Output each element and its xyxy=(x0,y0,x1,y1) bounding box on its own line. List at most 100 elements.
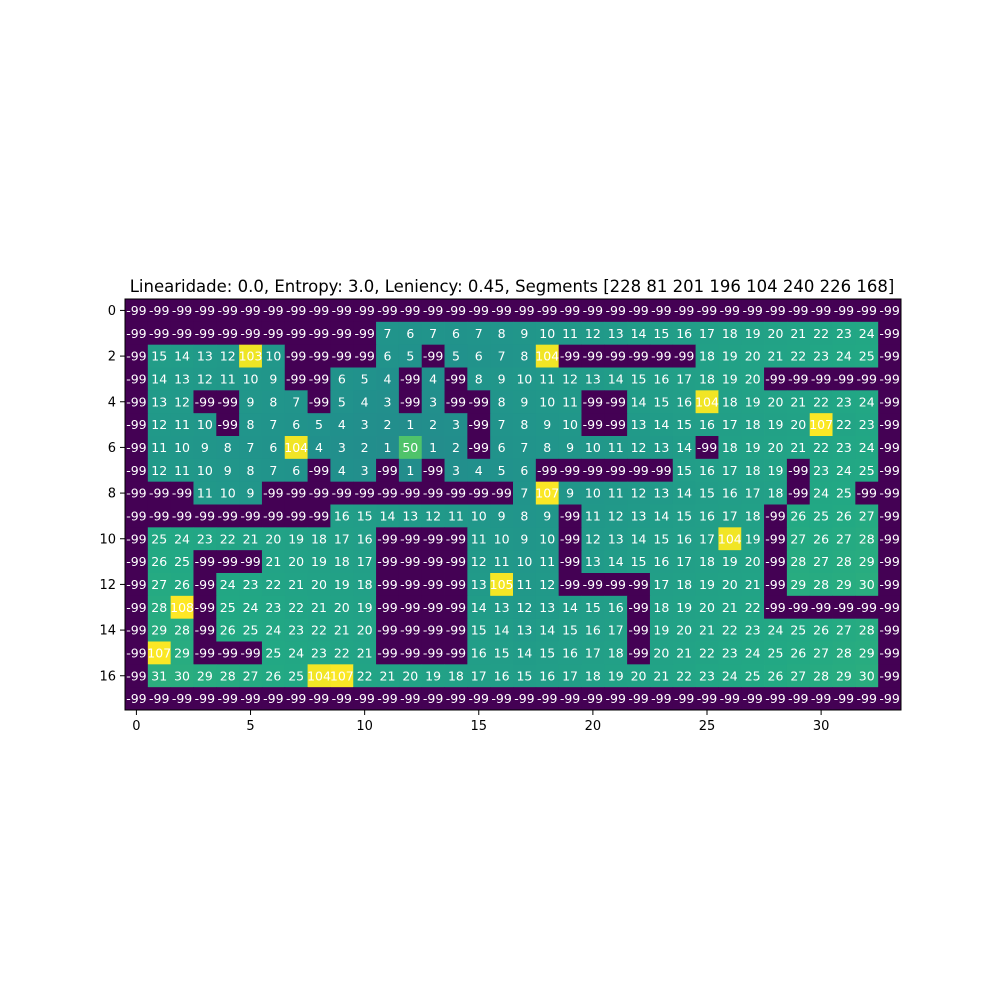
heatmap-cell xyxy=(398,573,423,597)
heatmap-cell xyxy=(649,504,674,528)
cell-value-label: 15 xyxy=(357,508,373,523)
cell-value-label: -99 xyxy=(126,623,146,638)
heatmap-cell xyxy=(444,299,468,323)
heatmap-cell xyxy=(125,481,149,505)
x-tick-label: 15 xyxy=(470,719,487,734)
cell-value-label: 21 xyxy=(357,645,373,660)
heatmap-cell xyxy=(307,321,331,346)
heatmap-cell xyxy=(535,687,560,711)
cell-value-label: 18 xyxy=(653,600,669,615)
heatmap-cell xyxy=(649,321,674,346)
heatmap-cell xyxy=(604,458,628,483)
cell-value-label: 16 xyxy=(676,326,692,341)
y-tick-label: 6 xyxy=(108,441,116,456)
heatmap-cell xyxy=(261,299,286,323)
heatmap-cell xyxy=(193,573,217,597)
cell-value-label: 11 xyxy=(197,486,213,501)
heatmap-cell xyxy=(307,687,331,711)
cell-value-label: 14 xyxy=(631,531,647,546)
cell-value-label: 22 xyxy=(813,326,829,341)
heatmap-cell xyxy=(855,321,879,346)
heatmap-cell xyxy=(558,550,582,574)
heatmap-cell xyxy=(786,641,811,665)
cell-value-label: -99 xyxy=(149,326,169,341)
cell-value-label: 7 xyxy=(475,326,483,341)
heatmap-cell xyxy=(193,687,217,711)
cell-value-label: -99 xyxy=(217,645,237,660)
heatmap-cell xyxy=(741,436,765,460)
heatmap-cell xyxy=(695,390,719,414)
cell-value-label: 15 xyxy=(562,623,578,638)
heatmap-cell xyxy=(672,687,696,711)
heatmap-cell xyxy=(695,436,719,460)
heatmap-cell xyxy=(398,618,423,642)
heatmap-cell xyxy=(718,595,742,620)
heatmap-cell xyxy=(627,413,651,437)
heatmap-cell xyxy=(444,344,468,368)
cell-value-label: -99 xyxy=(879,623,899,638)
cell-value-label: 19 xyxy=(425,668,441,683)
heatmap-cell xyxy=(307,436,331,460)
heatmap-cell xyxy=(695,527,719,551)
heatmap-cell xyxy=(809,390,833,414)
heatmap-cell xyxy=(535,641,560,665)
cell-value-label: -99 xyxy=(309,691,329,706)
cell-value-label: -99 xyxy=(879,371,899,386)
cell-value-label: 30 xyxy=(174,668,190,683)
heatmap-cell xyxy=(649,344,674,368)
heatmap-cell xyxy=(239,481,263,505)
cell-value-label: -99 xyxy=(217,417,237,432)
cell-value-label: 24 xyxy=(859,326,875,341)
heatmap-cell xyxy=(604,664,628,688)
cell-value-label: -99 xyxy=(309,303,329,318)
cell-value-label: -99 xyxy=(446,600,466,615)
heatmap-cell xyxy=(261,390,286,414)
cell-value-label: 25 xyxy=(768,645,784,660)
heatmap-cell xyxy=(147,550,172,574)
cell-value-label: 16 xyxy=(471,645,487,660)
cell-value-label: -99 xyxy=(674,349,694,364)
heatmap-cell xyxy=(170,481,194,505)
cell-value-label: -99 xyxy=(537,691,557,706)
heatmap-cell xyxy=(741,595,765,620)
cell-value-label: -99 xyxy=(765,303,785,318)
cell-value-label: -99 xyxy=(651,303,671,318)
heatmap-cell xyxy=(855,641,879,665)
heatmap-cell xyxy=(581,504,605,528)
heatmap-cell xyxy=(809,458,833,483)
cell-value-label: -99 xyxy=(195,326,215,341)
cell-value-label: 30 xyxy=(859,668,875,683)
cell-value-label: 1 xyxy=(406,417,414,432)
cell-value-label: 17 xyxy=(699,531,715,546)
cell-value-label: 22 xyxy=(813,440,829,455)
cell-value-label: -99 xyxy=(879,600,899,615)
heatmap-cell xyxy=(261,550,286,574)
heatmap-cell xyxy=(649,413,674,437)
heatmap-cell xyxy=(558,687,582,711)
cell-value-label: -99 xyxy=(879,326,899,341)
cell-value-label: 20 xyxy=(745,349,761,364)
cell-value-label: 14 xyxy=(562,600,578,615)
cell-value-label: 8 xyxy=(520,417,528,432)
cell-value-label: -99 xyxy=(286,326,306,341)
cell-value-label: -99 xyxy=(423,600,443,615)
cell-value-label: 24 xyxy=(288,645,304,660)
heatmap-cell xyxy=(398,481,423,505)
cell-value-label: 18 xyxy=(745,463,761,478)
heatmap-cell xyxy=(216,595,240,620)
cell-value-label: 3 xyxy=(452,417,460,432)
heatmap-cell xyxy=(513,413,537,437)
cell-value-label: 5 xyxy=(338,394,346,409)
heatmap-cell xyxy=(467,344,491,368)
heatmap-cell xyxy=(672,390,696,414)
heatmap-cell xyxy=(672,641,696,665)
heatmap-cell xyxy=(421,390,445,414)
cell-value-label: -99 xyxy=(765,577,785,592)
heatmap-cell xyxy=(513,573,537,597)
cell-value-label: -99 xyxy=(857,600,877,615)
cell-value-label: 18 xyxy=(722,440,738,455)
heatmap-cell xyxy=(353,458,377,483)
cell-value-label: 6 xyxy=(269,440,277,455)
cell-value-label: 11 xyxy=(562,394,578,409)
cell-value-label: 25 xyxy=(174,554,190,569)
